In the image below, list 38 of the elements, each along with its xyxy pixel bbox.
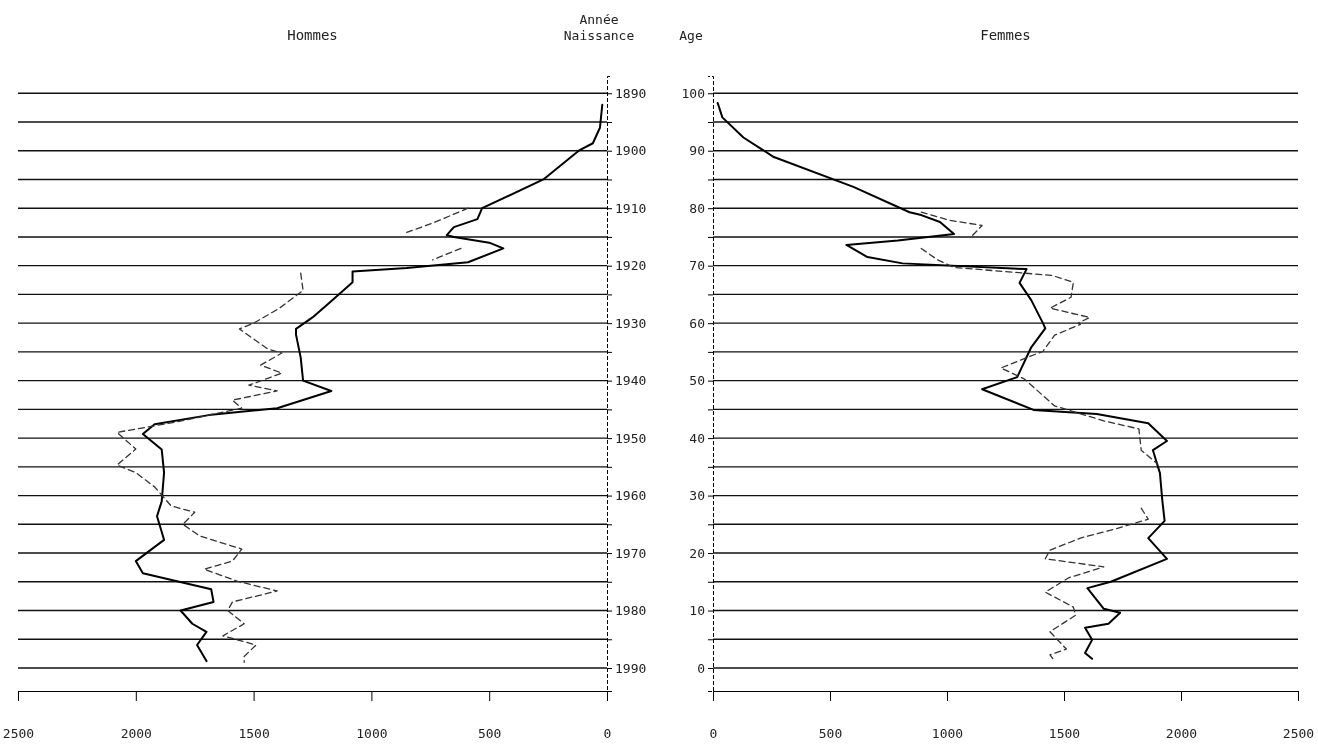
y-tick-label: 1990 xyxy=(615,660,647,676)
x-tick-label: 500 xyxy=(818,725,843,741)
y-tick-label: 30 xyxy=(689,488,705,504)
x-tick-label: 1500 xyxy=(1048,725,1081,741)
y-axis-title: Age xyxy=(679,28,703,43)
x-tick-label: 0 xyxy=(603,725,612,741)
x-tick-label: 2000 xyxy=(1165,725,1198,741)
x-tick-label: 2500 xyxy=(2,725,35,741)
x-tick-label: 0 xyxy=(709,725,718,741)
chart-title: Femmes xyxy=(980,27,1031,43)
y-tick-label: 70 xyxy=(689,258,705,274)
y-tick-label: 80 xyxy=(689,200,705,216)
y-tick-label: 1960 xyxy=(615,488,647,504)
x-tick-label: 2500 xyxy=(1282,725,1315,741)
x-tick-label: 1000 xyxy=(931,725,964,741)
y-tick-label: 1920 xyxy=(615,258,647,274)
chart-title: Hommes xyxy=(287,27,338,43)
y-tick-label: 100 xyxy=(681,85,705,101)
y-tick-label: 1890 xyxy=(615,85,647,101)
y-tick-label: 1940 xyxy=(615,373,647,389)
y-tick-label: 10 xyxy=(689,603,705,619)
x-tick-label: 2000 xyxy=(120,725,152,741)
y-axis-title: Année Naissance xyxy=(563,12,635,43)
y-tick-label: 1970 xyxy=(615,545,647,561)
y-tick-label: 0 xyxy=(697,660,705,676)
y-tick-label: 40 xyxy=(689,430,705,446)
y-tick-label: 60 xyxy=(689,315,705,331)
y-tick-label: 20 xyxy=(689,545,705,561)
y-tick-label: 1930 xyxy=(615,315,647,331)
x-tick-label: 1500 xyxy=(238,725,270,741)
x-tick-label: 500 xyxy=(477,725,502,741)
y-tick-label: 1900 xyxy=(615,143,647,159)
y-tick-label: 1910 xyxy=(615,200,647,216)
y-tick-label: 50 xyxy=(689,373,705,389)
y-tick-label: 1950 xyxy=(615,430,647,446)
y-tick-label: 90 xyxy=(689,143,705,159)
x-tick-label: 1000 xyxy=(356,725,388,741)
y-tick-label: 1980 xyxy=(615,603,647,619)
